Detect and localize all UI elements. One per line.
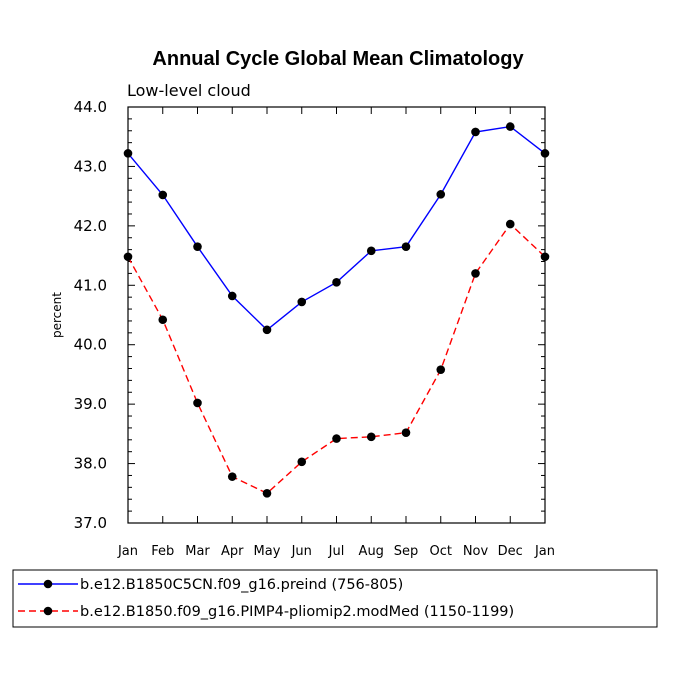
x-tick-label: Jul bbox=[328, 544, 345, 559]
x-tick-label: Feb bbox=[151, 544, 174, 559]
x-tick-label: Nov bbox=[463, 544, 489, 559]
series-1-point bbox=[471, 127, 480, 137]
y-tick-label: 42.0 bbox=[74, 217, 107, 235]
y-tick-label: 44.0 bbox=[74, 98, 107, 116]
x-tick-label: Jan bbox=[117, 544, 138, 559]
series-1-point bbox=[505, 122, 515, 131]
y-tick-label: 38.0 bbox=[74, 455, 107, 473]
series-1-point bbox=[193, 242, 202, 251]
plot-frame bbox=[127, 106, 546, 524]
series-1-point bbox=[297, 297, 307, 307]
x-tick-label: Mar bbox=[185, 544, 210, 559]
y-tick-label: 39.0 bbox=[74, 395, 107, 413]
series-2-point bbox=[297, 457, 307, 467]
y-tick-label: 37.0 bbox=[74, 514, 107, 532]
legend-label-1: b.e12.B1850C5CN.f09_g16.preind (756-805) bbox=[80, 577, 403, 593]
series-2-point bbox=[401, 428, 411, 437]
x-tick-label: Dec bbox=[498, 544, 523, 559]
x-tick-label: May bbox=[254, 544, 281, 559]
series-2-point bbox=[262, 488, 272, 498]
series-2-point bbox=[193, 398, 202, 408]
series-1-point bbox=[227, 291, 237, 301]
series-1-point bbox=[262, 325, 272, 335]
y-tick-label: 40.0 bbox=[74, 336, 107, 354]
legend: b.e12.B1850C5CN.f09_g16.preind (756-805)… bbox=[12, 569, 658, 628]
series-2-point bbox=[332, 434, 341, 443]
series-1-point bbox=[366, 246, 376, 256]
x-tick-label: Jan bbox=[534, 544, 555, 559]
series-2-point bbox=[505, 219, 515, 229]
series-line-1 bbox=[127, 125, 546, 331]
legend-box bbox=[12, 569, 658, 628]
x-tick-label: Sep bbox=[394, 544, 419, 559]
series-1-point bbox=[332, 278, 341, 287]
series-layer bbox=[123, 122, 550, 498]
series-1-point bbox=[158, 190, 168, 200]
axis-ticks: 37.0 38.0 39.0 40.0 41.0 42.0 43.0 44.0 Jan Feb Ma… bbox=[74, 98, 555, 559]
y-axis-label: percent bbox=[50, 292, 64, 338]
series-1-point bbox=[436, 190, 446, 199]
legend-label-2: b.e12.B1850.f09_g16.PIMP4-pliomip2.modMe… bbox=[80, 604, 514, 620]
series-2-point bbox=[227, 472, 237, 481]
x-tick-label: Oct bbox=[430, 544, 452, 559]
legend-marker-1 bbox=[43, 579, 53, 589]
series-2-point bbox=[366, 432, 376, 442]
chart-subtitle: Low-level cloud bbox=[127, 81, 251, 100]
series-1-point bbox=[401, 242, 411, 251]
x-tick-label: Aug bbox=[359, 544, 384, 559]
x-tick-label: Jun bbox=[291, 544, 312, 559]
y-tick-label: 41.0 bbox=[74, 276, 107, 294]
legend-marker-2 bbox=[43, 606, 53, 616]
series-line-2 bbox=[127, 223, 546, 495]
x-tick-label: Apr bbox=[221, 544, 244, 559]
series-2-point bbox=[158, 315, 168, 325]
y-tick-label: 43.0 bbox=[74, 157, 107, 175]
series-2-point bbox=[436, 365, 446, 374]
chart-title: Annual Cycle Global Mean Climatology bbox=[152, 48, 524, 70]
series-2-point bbox=[471, 269, 480, 278]
